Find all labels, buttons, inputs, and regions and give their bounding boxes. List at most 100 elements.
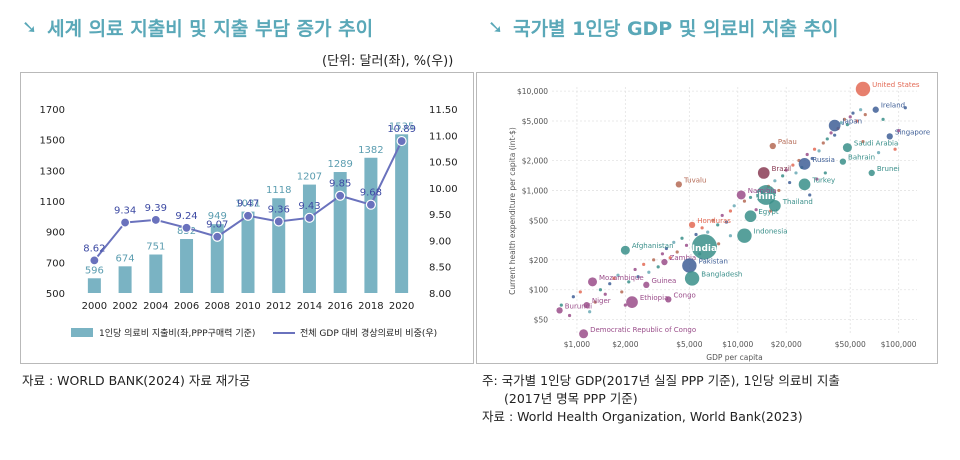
scatter-point-labeled — [756, 185, 777, 205]
scatter-point — [815, 177, 819, 181]
x-tick-label: 2012 — [266, 301, 291, 312]
bar — [118, 266, 132, 293]
point-label: Guinea — [651, 277, 676, 285]
scatter-point — [656, 265, 660, 269]
scatter-point-labeled — [828, 119, 841, 132]
scatter-point — [851, 111, 855, 115]
scatter-point-labeled — [579, 329, 589, 339]
scatter-point — [716, 223, 720, 227]
bar-value-label: 596 — [85, 265, 104, 276]
bar-line-chart-panel: 500 700 900 1100 1300 1500 1700 8.00 8.50 9.00 9.5… — [20, 72, 474, 364]
y-left-tick-label: 1500 — [40, 136, 65, 147]
y-tick-label: $100 — [529, 286, 548, 295]
y-tick-label: $5,000 — [522, 117, 548, 126]
scatter-point — [821, 141, 825, 145]
y-tick-label: $50 — [534, 316, 549, 325]
scatter-point-labeled — [556, 307, 563, 314]
right-note-line1: 주: 국가별 1인당 GDP(2017년 실질 PPP 기준), 1인당 의료비… — [482, 373, 840, 388]
bar-value-label: 1031 — [235, 199, 260, 210]
arrow-down-right-icon: ➘ — [488, 17, 504, 38]
y-left-tick-label: 500 — [46, 289, 65, 300]
right-chart-title: ➘ 국가별 1인당 GDP 및 의료비 지출 추이 — [488, 14, 839, 41]
y-right-tick-label: 8.00 — [429, 289, 451, 300]
scatter-point-labeled — [682, 258, 697, 273]
scatter-point — [863, 113, 867, 117]
scatter-chart: $50 $100 $200 $500 $1,000 $2,000 $5,000 $10,000… — [508, 81, 930, 362]
arrow-down-right-icon: ➘ — [22, 17, 38, 38]
scatter-point-labeled — [736, 190, 746, 200]
scatter-point — [810, 156, 814, 161]
scatter-point-labeled — [620, 245, 630, 255]
line-point — [304, 212, 315, 223]
point-label: Democratic Republic of Congo — [590, 326, 696, 334]
x-tick-label: 2002 — [112, 301, 137, 312]
scatter-point — [773, 179, 777, 183]
scatter-point-labeled — [769, 142, 776, 150]
x-tick-label: 2004 — [143, 301, 168, 312]
scatter-point — [672, 240, 676, 244]
x-tick-label: 2000 — [82, 301, 107, 312]
scatter-point — [876, 151, 881, 155]
scatter-point-labeled — [737, 228, 752, 243]
scatter-point — [593, 300, 597, 304]
y-left-tick-label: 900 — [46, 228, 65, 239]
point-label: India — [692, 244, 717, 254]
legend-bar-label: 1인당 의료비 지출비(좌,PPP구매력 기준) — [99, 327, 255, 339]
scatter-point — [805, 152, 809, 157]
scatter-point-labeled — [744, 210, 757, 223]
scatter-point — [748, 195, 753, 200]
point-label: Egypt — [758, 208, 778, 216]
scatter-point — [897, 129, 901, 133]
bar-value-label: 1289 — [327, 159, 352, 170]
scatter-point — [825, 137, 829, 141]
scatter-point — [845, 123, 849, 127]
line-point — [212, 231, 223, 242]
line-value-label: 9.68 — [360, 188, 382, 199]
bar-value-label: 1382 — [358, 145, 383, 156]
scatter-point-labeled — [661, 258, 668, 266]
line-point — [273, 216, 284, 227]
y-tick-label: $10,000 — [517, 87, 548, 96]
right-note-line2: (2017년 명목 PPP 기준) — [504, 391, 638, 406]
point-label: Namibia — [748, 187, 777, 195]
line-point — [396, 135, 407, 147]
y-axis-label: Current health expenditure per capita (i… — [508, 127, 517, 295]
bar-value-label: 674 — [116, 253, 135, 264]
scatter-point — [647, 270, 651, 274]
point-label: Niger — [592, 297, 611, 305]
scatter-point — [855, 119, 859, 123]
point-label: Turkey — [811, 176, 835, 184]
bar — [364, 157, 378, 293]
scatter-point — [808, 193, 812, 197]
x-tick-label: 2020 — [389, 301, 414, 312]
scatter-point — [603, 292, 607, 296]
y-tick-label: $500 — [529, 216, 548, 225]
scatter-point-labeled — [872, 106, 879, 113]
point-label: Bahrain — [848, 154, 875, 162]
line-point — [119, 217, 131, 228]
line-point — [242, 210, 254, 221]
y-left-tick-label: 1100 — [40, 197, 65, 208]
bar — [210, 224, 224, 293]
point-label: Palau — [778, 138, 797, 146]
scatter-point — [608, 282, 612, 286]
bar — [333, 172, 347, 293]
y-left-tick-label: 700 — [46, 258, 65, 269]
line-value-label: 9.85 — [329, 179, 351, 190]
scatter-point — [642, 262, 646, 266]
point-label: United States — [872, 81, 920, 89]
scatter-point — [571, 295, 575, 299]
scatter-point — [694, 232, 698, 237]
point-label: Afghanistan — [632, 242, 674, 250]
scatter-point-labeled — [798, 158, 811, 170]
x-axis-label: GDP per capita — [706, 353, 762, 362]
scatter-point-labeled — [583, 301, 590, 309]
scatter-point-labeled — [688, 221, 696, 229]
scatter-point — [706, 230, 710, 234]
point-label: China — [752, 192, 781, 202]
scatter-point — [791, 163, 795, 167]
scatter-point — [559, 303, 563, 307]
right-source-note: 자료 : World Health Organization, World Ba… — [482, 409, 803, 424]
scatter-point — [728, 209, 733, 213]
line-value-label: 9.39 — [145, 203, 167, 214]
